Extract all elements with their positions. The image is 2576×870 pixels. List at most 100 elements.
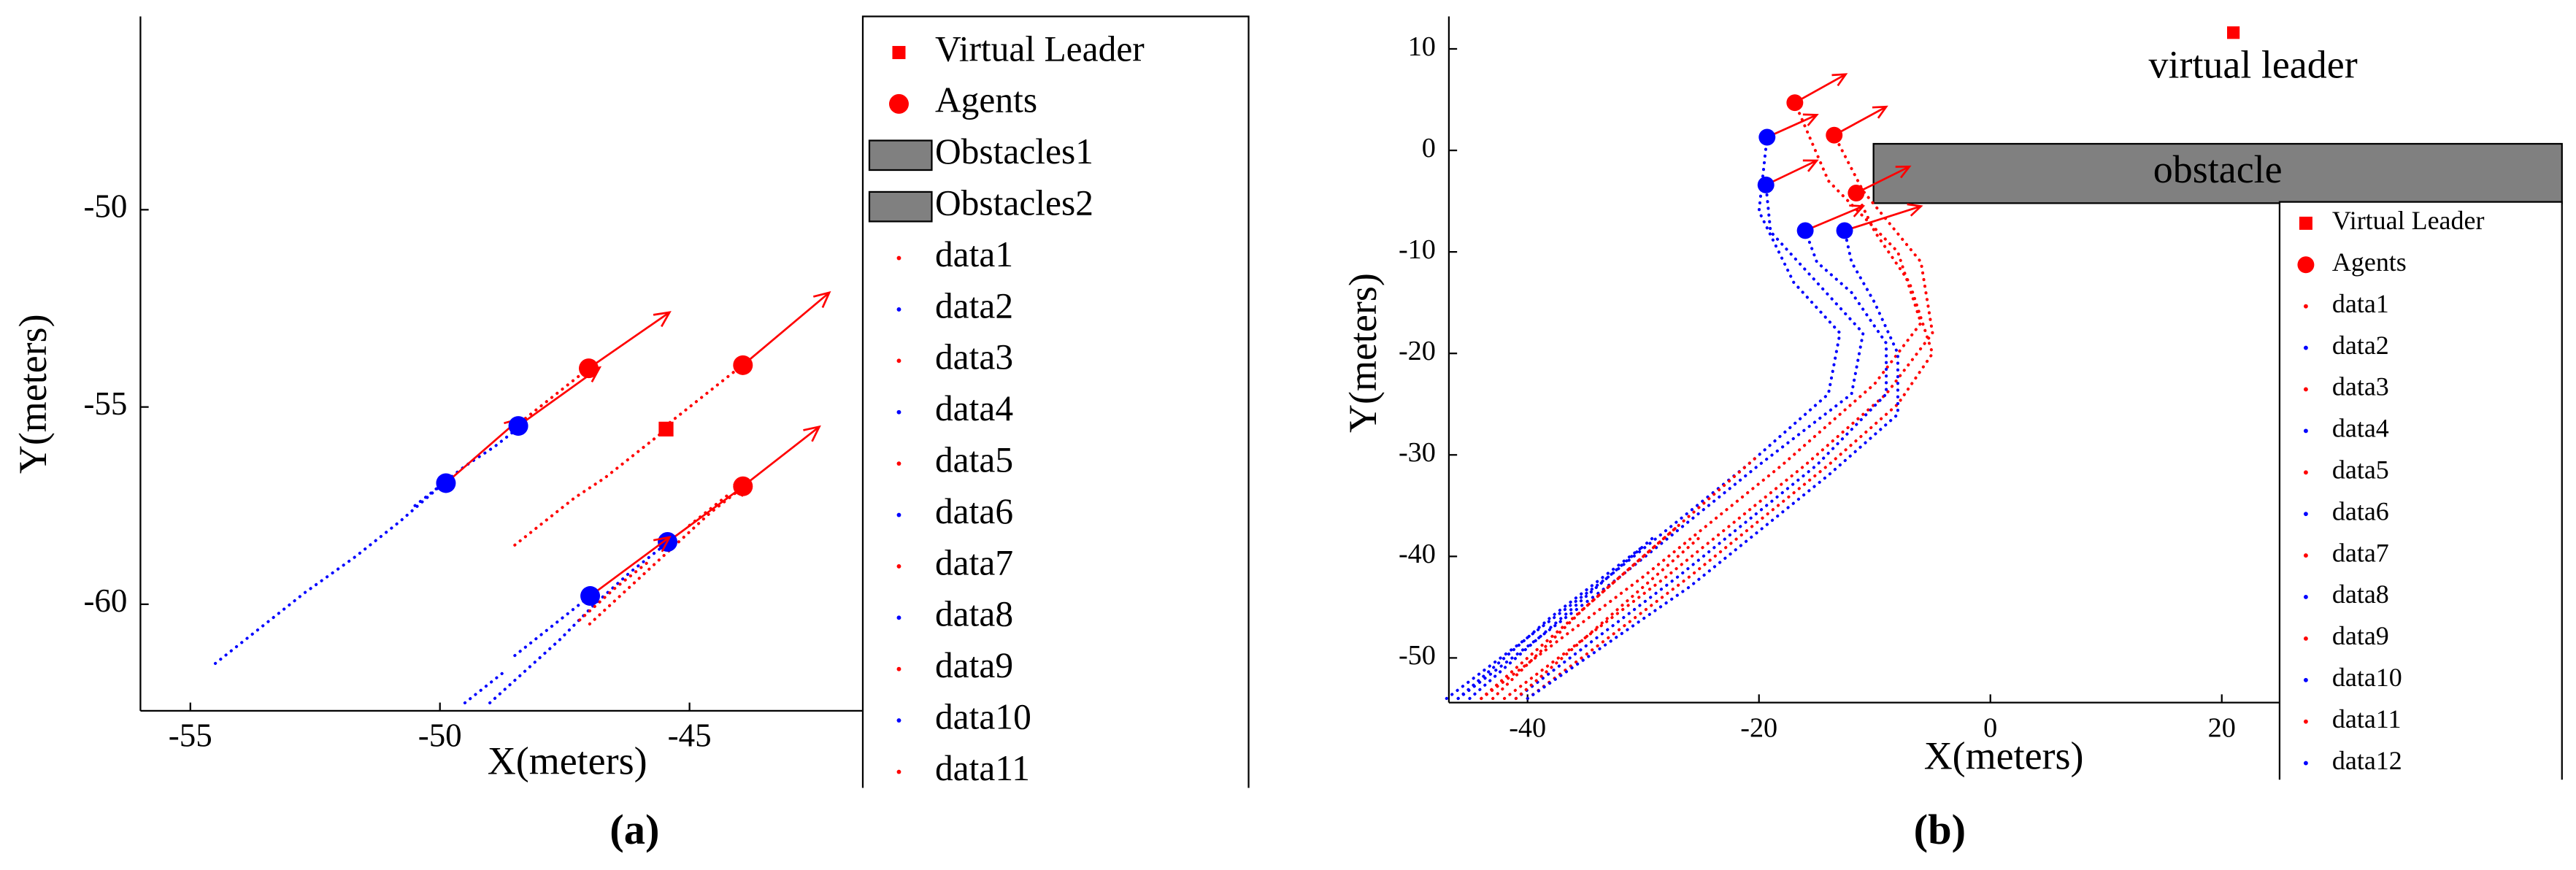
legend-label: Agents <box>935 80 1037 120</box>
trajectory <box>1514 228 1888 701</box>
legend-label: data8 <box>2332 580 2389 609</box>
y-axis-label: Y(meters) <box>1341 273 1385 433</box>
velocity-arrow <box>588 311 671 369</box>
legend-symbol <box>2303 470 2308 475</box>
x-tick-label: -20 <box>1740 713 1777 744</box>
y-axis-label: Y(meters) <box>11 314 55 474</box>
trajectory <box>1526 191 1934 701</box>
legend-symbol <box>896 564 901 569</box>
obstacle-label: obstacle <box>2153 147 2283 191</box>
y-tick-label: -50 <box>1399 640 1436 671</box>
velocity-arrow <box>1794 73 1847 104</box>
legend-label: data10 <box>935 696 1031 736</box>
legend-symbol <box>2303 345 2308 350</box>
arrow-head <box>653 311 672 328</box>
legend-label: data9 <box>935 645 1013 685</box>
legend-label: Obstacles2 <box>935 183 1093 223</box>
trajectory <box>1514 534 1703 701</box>
agent <box>1757 176 1775 193</box>
velocity-arrow <box>1844 205 1922 232</box>
legend-border <box>2278 201 2563 780</box>
y-tick-label: -55 <box>83 385 127 422</box>
y-tick-label: -60 <box>83 582 127 619</box>
legend-label: data11 <box>935 748 1030 788</box>
trajectory <box>513 429 666 547</box>
trajectory <box>1445 135 1842 701</box>
agent <box>1848 185 1865 201</box>
caption: (b) <box>1914 806 1966 853</box>
legend-label: data12 <box>2332 746 2402 775</box>
trajectory <box>513 366 591 428</box>
virtual-leader <box>658 421 674 437</box>
trajectory <box>1502 134 1934 701</box>
velocity-arrow <box>1765 159 1818 186</box>
trajectory <box>488 539 672 705</box>
legend-label: data10 <box>2332 663 2402 692</box>
velocity-arrow <box>589 536 671 597</box>
legend-label: data9 <box>2332 621 2389 650</box>
x-tick-label: 0 <box>1983 713 1997 744</box>
legend-label: data2 <box>2332 331 2389 360</box>
agent <box>578 358 599 379</box>
legend-symbol <box>2303 677 2308 682</box>
legend-symbol <box>892 45 906 59</box>
legend-symbol <box>888 93 909 114</box>
agent <box>1836 222 1853 239</box>
agent <box>436 473 456 493</box>
legend-label: data4 <box>935 388 1013 428</box>
agent <box>1786 94 1804 112</box>
arrow-head <box>812 290 831 308</box>
legend-label: data7 <box>935 542 1013 582</box>
trajectory <box>213 480 447 666</box>
legend-symbol <box>2303 553 2308 558</box>
trajectory <box>463 669 507 705</box>
agent <box>733 355 753 375</box>
velocity-arrow <box>1804 205 1864 232</box>
legend-symbol <box>896 461 901 466</box>
legend-symbol <box>896 307 901 312</box>
agent <box>1826 126 1843 144</box>
trajectory <box>1526 228 1899 701</box>
legend-box <box>2279 201 2562 870</box>
trajectory <box>1468 534 1657 701</box>
trajectory <box>578 559 651 622</box>
agent <box>1758 128 1776 146</box>
agent <box>1796 222 1814 239</box>
legend-label: data5 <box>935 439 1013 480</box>
legend-label: data1 <box>935 234 1013 274</box>
arrow-head <box>1802 113 1819 126</box>
velocity-arrow <box>445 417 521 484</box>
legend-symbol <box>896 358 901 363</box>
trajectory <box>1480 453 1761 701</box>
trajectory <box>1491 524 1680 701</box>
legend-label: Obstacles1 <box>935 131 1093 172</box>
legend-label: data6 <box>2332 496 2389 526</box>
leader-label: virtual leader <box>2148 43 2357 87</box>
trajectory <box>1456 544 1645 701</box>
legend-symbol <box>2303 719 2308 724</box>
arrow-head <box>733 480 752 497</box>
velocity-arrow <box>1856 166 1910 194</box>
legend-symbol <box>896 615 901 620</box>
caption: (a) <box>610 806 659 853</box>
legend-symbol <box>896 666 901 671</box>
x-tick-label: -50 <box>418 717 462 753</box>
velocity-arrow <box>742 291 830 366</box>
arrow-head <box>1849 204 1866 218</box>
arrow-head <box>653 536 672 553</box>
legend-label: data2 <box>935 285 1013 326</box>
velocity-arrow <box>742 426 820 488</box>
legend-label: data11 <box>2332 704 2402 734</box>
y-tick-label: -20 <box>1399 336 1436 366</box>
legend-symbol <box>2303 512 2308 517</box>
legend-symbol <box>2303 636 2308 641</box>
x-tick-label: -55 <box>169 717 212 753</box>
legend-symbol <box>2297 256 2315 274</box>
legend-symbol <box>2303 428 2308 434</box>
obstacle <box>1872 142 2563 204</box>
legend-label: data8 <box>935 594 1013 634</box>
legend-label: data4 <box>2332 414 2389 443</box>
legend-symbol <box>2303 595 2308 599</box>
